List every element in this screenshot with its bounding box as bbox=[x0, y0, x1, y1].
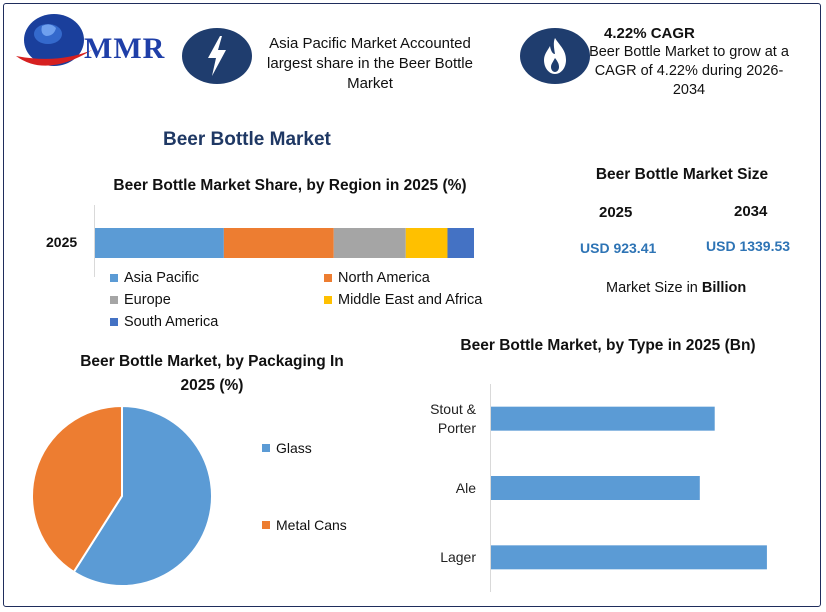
lightning-bolt-icon bbox=[182, 28, 252, 84]
market-size-year-2025: 2025 bbox=[599, 204, 633, 221]
pie-legend-item: Metal Cans bbox=[262, 517, 347, 533]
region-legend-item: Europe bbox=[110, 292, 171, 308]
type-chart-title: Beer Bottle Market, by Type in 2025 (Bn) bbox=[460, 337, 756, 354]
logo: MMR bbox=[12, 12, 172, 74]
packaging-legend: Glass Metal Cans bbox=[262, 440, 392, 540]
legend-swatch bbox=[324, 274, 332, 282]
legend-swatch bbox=[110, 274, 118, 282]
legend-label: South America bbox=[124, 314, 219, 330]
region-bar-segment-middle-east-and-africa bbox=[405, 228, 448, 258]
type-chart-axis bbox=[490, 384, 491, 592]
type-category-label: Ale bbox=[455, 479, 476, 496]
market-size-year-2034: 2034 bbox=[734, 203, 768, 220]
legend-label: Glass bbox=[276, 440, 312, 456]
type-bar-stout-porter bbox=[491, 406, 715, 431]
flame-icon bbox=[520, 28, 590, 84]
infographic-frame bbox=[3, 3, 821, 607]
region-bar-segment-europe bbox=[333, 228, 406, 258]
market-size-title: Beer Bottle Market Size bbox=[595, 166, 769, 183]
legend-label: Metal Cans bbox=[276, 517, 347, 533]
region-bar-segment-south-america bbox=[447, 228, 474, 258]
logo-text: MMR bbox=[84, 32, 166, 65]
legend-swatch bbox=[262, 521, 270, 529]
packaging-pie-chart bbox=[31, 404, 213, 587]
info-asia-pacific-text: Asia Pacific Market Accounted largest sh… bbox=[267, 35, 473, 92]
region-legend-item: Asia Pacific bbox=[110, 270, 199, 286]
region-stacked-bar bbox=[95, 228, 474, 258]
legend-label: Asia Pacific bbox=[124, 270, 199, 286]
type-category-label: Lager bbox=[440, 548, 476, 565]
legend-swatch bbox=[262, 444, 270, 452]
region-legend-item: South America bbox=[110, 314, 218, 330]
market-size-value-2025: USD 923.41 bbox=[580, 240, 657, 256]
cagr-title: 4.22% CAGR bbox=[604, 25, 695, 42]
cagr-text: Beer Bottle Market to grow at a CAGR of … bbox=[589, 44, 789, 98]
type-bar-ale bbox=[491, 476, 700, 500]
region-legend: Asia Pacific North America Europe Middle Ea… bbox=[110, 270, 530, 336]
market-size-value-2034: USD 1339.53 bbox=[706, 238, 791, 254]
region-chart-axis bbox=[94, 205, 95, 277]
region-bar-segment-north-america bbox=[223, 228, 334, 258]
pie-legend-item: Glass bbox=[262, 440, 312, 456]
page-title: Beer Bottle Market bbox=[163, 129, 331, 150]
pie-slice-glass bbox=[72, 404, 213, 587]
legend-swatch bbox=[110, 296, 118, 304]
legend-label: North America bbox=[338, 270, 430, 286]
legend-swatch bbox=[110, 318, 118, 326]
region-chart-title: Beer Bottle Market Share, by Region in 2… bbox=[113, 177, 467, 194]
market-size-note-prefix: Market Size in bbox=[606, 280, 702, 296]
region-legend-item: North America bbox=[324, 270, 430, 286]
legend-label: Europe bbox=[124, 292, 171, 308]
region-legend-item: Middle East and Africa bbox=[324, 292, 482, 308]
type-chart-labels: Stout & Porter Ale Lager bbox=[380, 384, 480, 592]
type-category-label: Stout & Porter bbox=[430, 400, 476, 436]
region-bar-segment-asia-pacific bbox=[95, 228, 224, 258]
globe-icon bbox=[16, 14, 92, 66]
region-chart-category-label: 2025 bbox=[46, 234, 78, 250]
legend-swatch bbox=[324, 296, 332, 304]
packaging-chart-title: Beer Bottle Market, by Packaging In 2025… bbox=[80, 353, 344, 394]
market-size-note: Market Size in Billion bbox=[606, 280, 746, 296]
market-size-note-unit: Billion bbox=[701, 280, 747, 296]
legend-label: Middle East and Africa bbox=[338, 292, 483, 308]
pie-slice-metal-cans bbox=[31, 404, 123, 574]
type-bar-lager bbox=[491, 545, 767, 570]
type-bar-chart bbox=[491, 406, 767, 570]
